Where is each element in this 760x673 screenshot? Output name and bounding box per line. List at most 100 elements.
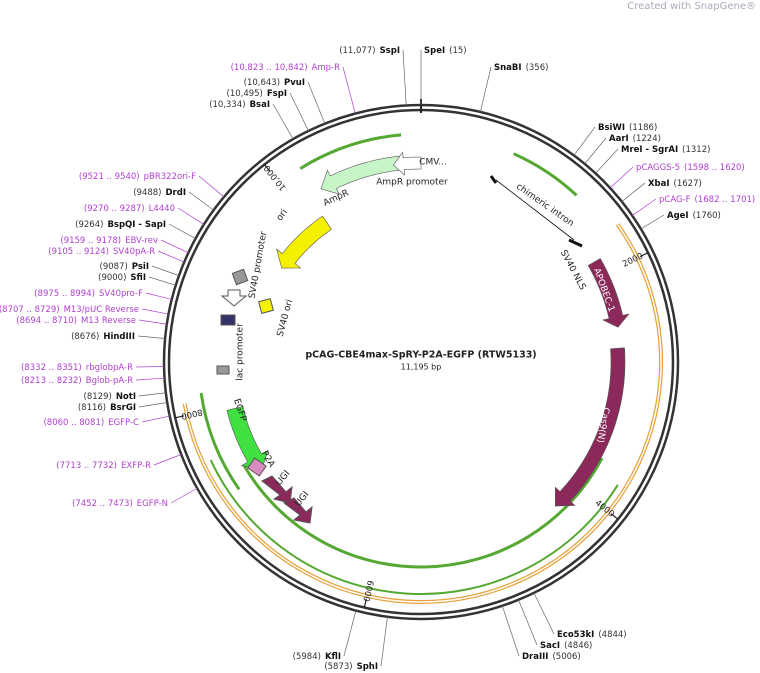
scale-tick <box>610 513 619 520</box>
feature-arrow <box>320 155 405 195</box>
site-position: (10,643) <box>244 78 280 88</box>
feature-label: AmpR promoter <box>376 178 448 188</box>
site-name: BspQI - SapI <box>107 220 166 230</box>
site-name: BsiWI <box>598 123 625 133</box>
leader-line <box>584 137 607 165</box>
site-position: (8707 .. 8729) <box>0 305 60 315</box>
site-label: SnaBI (356) <box>494 63 548 73</box>
site-name: PvuI <box>284 78 305 88</box>
site-label: (9521 .. 9540) pBR322ori-F <box>79 172 196 182</box>
site-position: (1598 .. 1620) <box>684 163 745 173</box>
site-position: (10,334) <box>209 100 245 110</box>
plasmid-size: 11,195 bp <box>401 363 442 372</box>
site-name: XbaI <box>648 179 670 189</box>
site-name: NotI <box>116 392 136 402</box>
feature-label: ori <box>275 208 290 223</box>
green-arc <box>513 152 578 197</box>
site-label: (10,823 .. 10,842) Amp-R <box>231 63 340 73</box>
site-label: (9087) PsiI <box>100 262 149 272</box>
feature-label: chimeric intron <box>514 182 575 229</box>
site-label: (8060 .. 8081) EGFP-C <box>43 418 139 428</box>
site-label: (9000) SfiI <box>98 273 146 283</box>
green-arc <box>299 133 402 170</box>
feature-label: lac promoter <box>236 323 246 381</box>
site-label: MreI - SgrAI (1312) <box>621 145 710 155</box>
feature-box <box>220 314 236 326</box>
leader-line <box>160 239 189 254</box>
scale-tick <box>175 415 185 419</box>
site-name: EBV-rev <box>125 236 158 246</box>
site-position: (5873) <box>324 662 352 672</box>
leader-line <box>135 377 165 381</box>
site-label: (8707 .. 8729) M13/pUC Reverse <box>0 305 139 315</box>
site-name: Bglob-pA-R <box>86 376 133 386</box>
site-label: (5984) KflI <box>293 652 341 662</box>
leader-line <box>170 487 198 504</box>
site-position: (9087) <box>100 262 128 272</box>
site-label: SacI (4846) <box>540 641 592 651</box>
site-position: (4844) <box>598 630 626 640</box>
scale-tick <box>363 598 367 608</box>
feature-arrow <box>261 475 293 504</box>
site-position: (1186) <box>629 123 657 133</box>
site-name: L4440 <box>149 204 175 214</box>
site-label: (8213 .. 8232) Bglob-pA-R <box>21 376 133 386</box>
leader-line <box>609 166 634 189</box>
feature-arrow <box>392 151 422 176</box>
site-position: (4846) <box>564 641 592 651</box>
feature-arrow <box>283 497 313 524</box>
leader-line <box>640 214 665 230</box>
feature-label: SV40 promoter <box>248 230 270 299</box>
leader-line <box>631 198 657 216</box>
scale-tick <box>264 164 271 172</box>
site-name: M13 Reverse <box>81 316 136 326</box>
scale-label: 6000 <box>360 579 375 602</box>
feature-arrow <box>276 215 332 269</box>
leader-line <box>380 616 388 667</box>
watermark: Created with SnapGene® <box>627 1 756 12</box>
site-label: (8676) HindIII <box>71 332 135 342</box>
leader-line <box>573 126 596 156</box>
site-position: (8213 .. 8232) <box>21 376 82 386</box>
site-name: DraIII <box>522 652 548 662</box>
site-position: (7713 .. 7732) <box>56 461 117 471</box>
site-position: (1312) <box>682 145 710 155</box>
leader-line <box>138 319 167 325</box>
site-label: pCAGGS-5 (1598 .. 1620) <box>636 163 745 173</box>
site-position: (9270 .. 9287) <box>84 204 145 214</box>
site-label: (8332 .. 8351) rbglobpA-R <box>21 363 133 373</box>
site-position: (10,823 .. 10,842) <box>231 63 308 73</box>
site-label: (7713 .. 7732) EXFP-R <box>56 461 151 471</box>
scale-tick <box>639 252 649 258</box>
feature-arrow <box>555 347 626 507</box>
site-name: Eco53kI <box>557 630 594 640</box>
site-position: (8060 .. 8081) <box>43 418 104 428</box>
site-label: Eco53kI (4844) <box>557 630 627 640</box>
green-arc <box>242 457 604 569</box>
site-name: pBR322ori-F <box>144 172 196 182</box>
feature-box <box>258 298 274 314</box>
orange-arc-core <box>183 223 662 603</box>
site-position: (5006) <box>552 652 580 662</box>
site-name: BsaI <box>250 100 270 110</box>
leader-line <box>145 292 172 300</box>
feature-line <box>568 238 583 248</box>
site-label: (8129) NotI <box>84 392 136 402</box>
site-label: (8694 .. 8710) M13 Reverse <box>16 316 136 326</box>
leader-line <box>307 81 326 124</box>
site-position: (1682 .. 1701) <box>695 195 756 205</box>
site-name: FspI <box>267 89 287 99</box>
feature-arrow <box>226 406 269 470</box>
site-label: (7452 .. 7473) EGFP-N <box>72 499 168 509</box>
leader-line <box>402 49 407 106</box>
leader-line <box>621 182 646 202</box>
site-name: pCAG-F <box>659 195 691 205</box>
leader-line <box>518 599 538 646</box>
feature-arrow <box>587 258 630 328</box>
leader-line <box>533 592 555 635</box>
site-position: (1224) <box>633 134 661 144</box>
site-name: MreI - SgrAI <box>621 145 678 155</box>
site-position: (1760) <box>693 211 721 221</box>
site-name: EXFP-R <box>121 461 151 471</box>
